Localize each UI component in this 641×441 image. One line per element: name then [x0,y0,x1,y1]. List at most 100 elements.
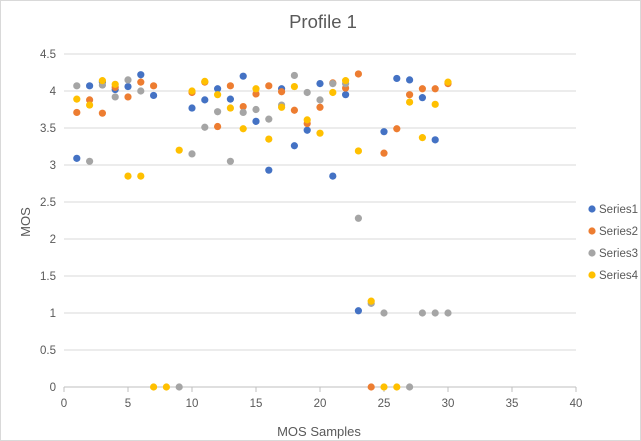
data-point[interactable] [226,82,234,90]
data-point[interactable] [239,72,247,80]
data-point[interactable] [444,309,452,317]
data-point[interactable] [226,157,234,165]
data-point[interactable] [290,106,298,114]
data-point[interactable] [265,135,273,143]
data-point[interactable] [316,80,324,88]
data-point[interactable] [239,102,247,111]
data-point[interactable] [265,82,273,90]
data-point[interactable] [214,122,222,131]
data-point[interactable] [98,77,106,85]
data-point[interactable] [175,146,183,154]
data-point[interactable] [188,150,196,158]
data-point[interactable] [329,172,337,180]
data-point[interactable] [290,82,298,91]
legend-item[interactable]: Series3 [588,248,638,260]
data-point[interactable] [303,116,311,124]
legend-item[interactable]: Series4 [588,270,639,282]
data-point[interactable] [137,87,145,95]
data-point[interactable] [124,76,132,84]
data-point[interactable] [162,383,170,391]
data-point[interactable] [201,96,209,104]
data-point[interactable] [124,93,132,101]
data-point[interactable] [329,80,337,88]
data-point[interactable] [150,91,158,100]
data-point[interactable] [98,109,106,117]
data-point[interactable] [137,172,145,180]
data-point[interactable] [188,87,196,95]
data-point[interactable] [111,93,119,101]
data-point[interactable] [239,125,247,133]
data-point[interactable] [86,101,94,109]
data-point[interactable] [354,307,362,315]
data-point[interactable] [367,383,375,391]
data-point[interactable] [86,82,94,90]
data-point[interactable] [188,104,196,112]
data-point[interactable] [316,103,324,111]
data-point[interactable] [214,108,222,116]
legend[interactable]: Series1 Series2 Series3 Series4 [588,204,639,282]
legend-item[interactable]: Series1 [588,204,638,216]
data-point[interactable] [86,96,94,104]
data-point[interactable] [406,383,414,391]
legend-item[interactable]: Series2 [588,226,638,238]
data-point[interactable] [342,91,350,99]
data-point[interactable] [265,166,273,174]
data-point[interactable] [393,74,401,83]
data-point[interactable] [137,78,145,86]
data-point[interactable] [354,147,362,155]
data-point[interactable] [150,383,158,391]
data-point[interactable] [201,123,209,131]
data-point[interactable] [150,82,158,90]
data-point[interactable] [431,85,439,93]
data-point[interactable] [418,309,426,317]
data-point[interactable] [290,142,298,150]
data-point[interactable] [124,82,132,91]
data-point[interactable] [418,85,426,93]
data-point[interactable] [303,126,311,134]
data-point[interactable] [252,105,260,114]
data-point[interactable] [431,309,439,317]
data-point[interactable] [406,76,414,84]
data-point[interactable] [393,383,401,391]
data-point[interactable] [86,157,94,165]
data-point[interactable] [214,91,222,99]
data-point[interactable] [380,383,388,391]
data-point[interactable] [111,80,119,88]
data-point[interactable] [226,95,234,103]
data-point[interactable] [290,71,298,80]
data-point[interactable] [431,100,439,108]
data-point[interactable] [431,136,439,144]
data-point[interactable] [354,214,362,222]
data-point[interactable] [367,297,375,305]
data-point[interactable] [239,108,247,117]
data-point[interactable] [73,82,81,90]
data-point[interactable] [418,134,426,142]
data-point[interactable] [393,125,401,133]
data-point[interactable] [303,88,311,97]
data-point[interactable] [252,85,260,93]
data-point[interactable] [252,90,260,98]
data-point[interactable] [354,70,362,78]
data-point[interactable] [316,96,324,104]
data-point[interactable] [418,94,426,102]
data-point[interactable] [278,88,286,96]
data-point[interactable] [444,78,452,86]
data-point[interactable] [380,128,388,136]
data-point[interactable] [316,129,324,137]
data-point[interactable] [73,154,81,162]
data-point[interactable] [252,117,260,125]
data-point[interactable] [226,104,234,112]
data-point[interactable] [73,108,81,117]
data-point[interactable] [201,77,209,85]
data-point[interactable] [380,309,388,317]
data-point[interactable] [406,98,414,106]
data-point[interactable] [406,91,414,99]
data-point[interactable] [380,149,388,157]
data-point[interactable] [342,77,350,85]
data-point[interactable] [175,383,183,391]
data-point[interactable] [329,88,337,97]
data-point[interactable] [124,172,132,180]
data-point[interactable] [73,95,81,103]
data-point[interactable] [137,71,145,79]
data-point[interactable] [214,85,222,93]
